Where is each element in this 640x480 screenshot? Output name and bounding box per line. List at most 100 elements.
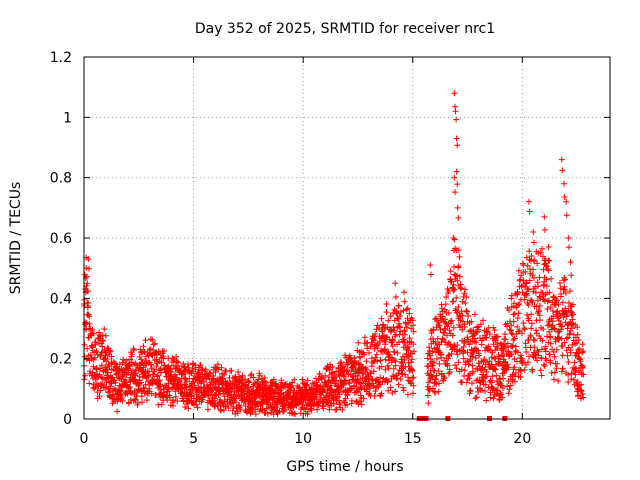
data-point (146, 368, 153, 375)
data-point (538, 289, 545, 296)
data-point (158, 401, 165, 408)
data-point (165, 386, 172, 393)
data-point (508, 330, 515, 337)
data-point (545, 339, 552, 346)
data-point (120, 375, 127, 382)
data-point (126, 362, 133, 369)
data-point (518, 330, 525, 337)
data-point (515, 267, 522, 274)
data-point (524, 311, 531, 318)
data-point (547, 359, 554, 366)
data-point (371, 357, 378, 364)
data-point (528, 252, 535, 259)
data-point (84, 345, 91, 352)
data-point-peak (454, 204, 461, 211)
data-point (555, 301, 562, 308)
data-point (148, 361, 155, 368)
data-point (151, 368, 158, 375)
data-point-peak (456, 253, 463, 260)
data-point (525, 317, 532, 324)
data-point (428, 373, 435, 380)
data-point (403, 324, 410, 331)
data-point (540, 326, 547, 333)
data-point (561, 283, 568, 290)
data-point (215, 366, 222, 373)
data-point (329, 369, 336, 376)
data-point (546, 351, 553, 358)
data-point (449, 298, 456, 305)
data-point (461, 323, 468, 330)
data-point (233, 399, 240, 406)
data-point (514, 323, 521, 330)
data-point-peak (450, 235, 457, 241)
data-point (554, 329, 561, 336)
data-point (405, 377, 412, 384)
data-point (374, 358, 381, 365)
data-point (438, 351, 445, 358)
data-point (329, 363, 336, 370)
data-point (288, 409, 295, 416)
data-point (557, 326, 564, 333)
data-point (410, 382, 417, 389)
data-point (446, 341, 453, 348)
data-point (137, 387, 144, 394)
data-point (562, 290, 569, 297)
data-point (435, 368, 442, 375)
data-point (382, 356, 389, 363)
data-point (139, 399, 146, 406)
data-point (505, 364, 512, 371)
data-point (446, 327, 453, 334)
data-point (376, 339, 383, 346)
data-point (371, 337, 378, 344)
data-point (430, 359, 437, 366)
data-point (461, 372, 468, 379)
data-point (274, 401, 281, 408)
data-point (451, 236, 458, 243)
data-point (534, 260, 541, 267)
data-point (385, 387, 392, 394)
data-point (518, 272, 525, 279)
data-point-peak (427, 271, 434, 278)
data-point (529, 272, 536, 279)
data-point (141, 388, 148, 395)
data-point (394, 375, 401, 382)
data-point (273, 404, 280, 411)
data-point (108, 380, 115, 387)
data-point (450, 287, 457, 294)
data-point (433, 315, 440, 322)
data-point (487, 394, 494, 401)
data-point (364, 345, 371, 352)
data-point (432, 376, 439, 383)
data-point (574, 331, 581, 338)
data-point (569, 341, 576, 348)
data-point (359, 364, 366, 371)
data-point (530, 288, 537, 295)
data-point (303, 382, 310, 389)
data-point (523, 349, 530, 356)
data-point (561, 339, 568, 346)
data-point (433, 344, 440, 351)
data-point (97, 353, 104, 360)
data-point (547, 304, 554, 311)
data-point (460, 343, 467, 350)
data-point (245, 379, 252, 386)
data-point (322, 372, 329, 379)
data-point (401, 336, 408, 343)
data-point (355, 379, 362, 386)
data-point (505, 348, 512, 355)
data-point (490, 324, 497, 331)
data-point (89, 326, 96, 333)
x-tick-label: 0 (80, 431, 89, 447)
data-point (543, 283, 550, 290)
data-point (443, 294, 450, 301)
data-point (461, 367, 468, 374)
data-point (404, 305, 411, 312)
data-point (560, 314, 567, 321)
data-point (369, 341, 376, 348)
data-point (397, 308, 404, 315)
data-point (576, 345, 583, 352)
data-point (464, 349, 471, 356)
data-point (366, 376, 373, 383)
data-point (511, 300, 518, 307)
data-point (485, 343, 492, 350)
